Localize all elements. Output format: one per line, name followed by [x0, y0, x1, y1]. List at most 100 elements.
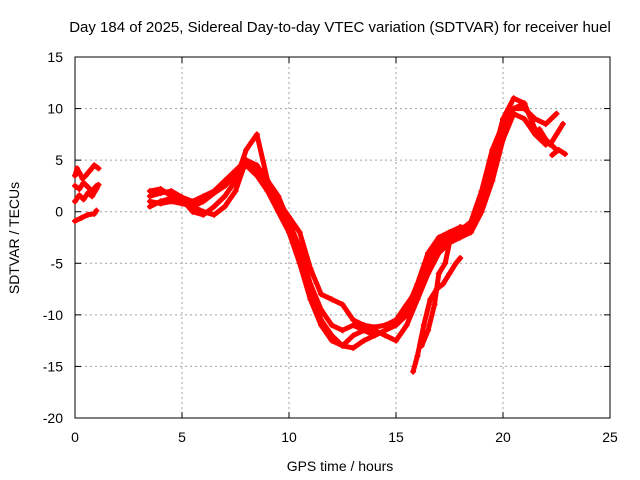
data-point	[82, 172, 89, 179]
data-point	[489, 146, 496, 153]
data-point	[427, 296, 434, 303]
y-tick-label: -20	[43, 410, 63, 426]
y-tick-label: -5	[51, 255, 64, 271]
data-point	[371, 332, 378, 339]
x-tick-label: 15	[388, 429, 404, 445]
data-point	[350, 344, 357, 351]
data-point	[95, 165, 102, 172]
data-point	[307, 280, 314, 287]
data-point	[80, 179, 87, 186]
data-point	[80, 196, 87, 203]
data-point	[547, 141, 554, 148]
data-point	[536, 126, 543, 133]
data-point	[168, 198, 175, 205]
data-point	[489, 167, 496, 174]
chart-title: Day 184 of 2025, Sidereal Day-to-day VTE…	[69, 19, 611, 36]
x-tick-label: 20	[495, 429, 511, 445]
data-point	[446, 270, 453, 277]
data-point	[510, 95, 517, 102]
data-point	[425, 327, 432, 334]
data-point	[189, 203, 196, 210]
data-point	[286, 219, 292, 226]
data-point	[76, 169, 83, 176]
data-point	[211, 203, 218, 210]
data-point	[91, 162, 98, 169]
data-point	[414, 286, 421, 293]
data-point	[435, 234, 442, 241]
y-tick-label: 15	[47, 49, 63, 65]
data-point	[74, 165, 81, 172]
data-point	[350, 317, 357, 324]
data-point	[435, 244, 442, 251]
x-tick-label: 5	[178, 429, 186, 445]
data-point	[418, 342, 425, 349]
y-axis-label: SDTVAR / TECUs	[6, 182, 22, 294]
data-point	[457, 255, 464, 262]
data-point	[76, 192, 83, 199]
data-point	[452, 260, 459, 267]
data-point	[478, 203, 485, 210]
data-point	[562, 150, 569, 157]
data-point	[93, 207, 100, 214]
data-point	[146, 203, 153, 210]
x-tick-label: 10	[281, 429, 297, 445]
data-point	[431, 301, 438, 308]
data-point	[328, 296, 335, 303]
data-point	[275, 208, 282, 215]
data-point	[211, 190, 218, 197]
data-point	[189, 198, 196, 205]
data-point	[553, 110, 560, 117]
data-point	[221, 182, 228, 189]
data-point	[510, 105, 517, 112]
data-point	[86, 167, 93, 174]
data-series-late-f	[419, 224, 463, 349]
data-point	[457, 224, 464, 231]
data-point	[89, 193, 96, 200]
data-point	[350, 332, 357, 339]
data-point	[360, 322, 367, 329]
y-tick-label: 5	[55, 152, 63, 168]
data-point	[78, 214, 85, 221]
data-point	[446, 229, 453, 236]
data-point	[403, 301, 410, 308]
plot-frame	[74, 56, 611, 419]
data-point	[264, 188, 271, 195]
data-point	[542, 136, 549, 143]
data-series-early-4	[72, 208, 99, 224]
data-point	[382, 332, 389, 339]
data-point	[307, 296, 314, 303]
data-point	[72, 217, 78, 224]
data-point	[559, 121, 566, 128]
data-point	[414, 353, 421, 360]
data-point	[296, 244, 303, 251]
data-point	[146, 198, 153, 205]
data-point	[84, 183, 91, 190]
data-point	[72, 172, 78, 179]
data-point	[157, 186, 164, 193]
data-point	[339, 342, 346, 349]
data-point	[168, 193, 175, 200]
y-tick-label: -15	[43, 358, 63, 374]
data-point	[275, 193, 282, 200]
data-point	[457, 234, 464, 241]
data-point	[84, 190, 91, 197]
data-point	[555, 146, 562, 153]
data-point	[553, 131, 560, 138]
data-point	[146, 193, 153, 200]
data-point	[532, 131, 539, 138]
data-point	[221, 203, 228, 210]
data-point	[76, 186, 83, 193]
data-point	[253, 131, 260, 138]
data-point	[446, 239, 453, 246]
data-point	[442, 260, 449, 267]
data-traces	[72, 95, 569, 375]
data-point	[452, 229, 459, 236]
data-point	[232, 188, 239, 195]
data-point	[403, 322, 410, 329]
data-point	[467, 229, 474, 236]
data-point	[521, 115, 528, 122]
data-point	[328, 337, 335, 344]
data-point	[542, 121, 549, 128]
data-point	[440, 280, 447, 287]
